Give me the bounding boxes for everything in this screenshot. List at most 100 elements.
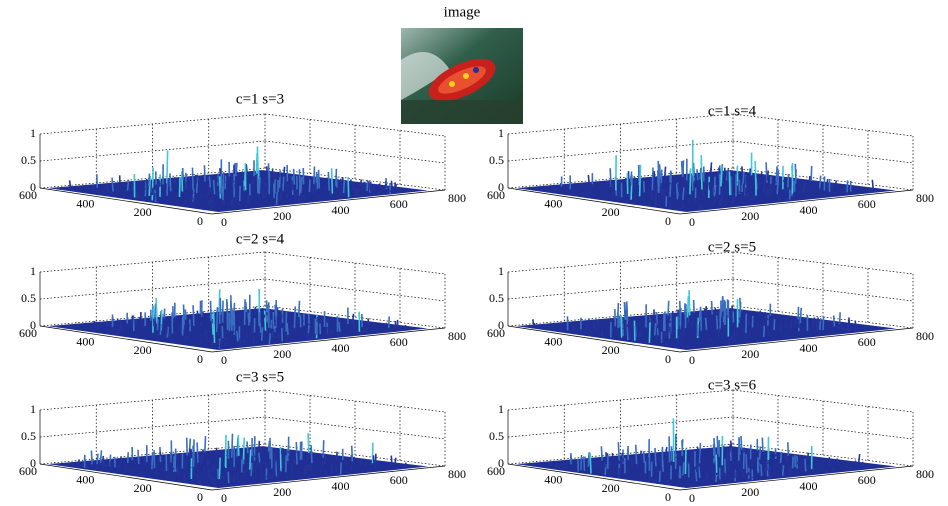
surface-spike: [191, 197, 194, 200]
surface-spike: [710, 300, 714, 315]
surface-plot: 0 0.5 1 600 400 200 0 0 200 400 600 800: [19, 389, 466, 505]
surface-spike: [237, 195, 240, 198]
surface-spike: [219, 179, 223, 194]
surface-spike: [620, 458, 623, 463]
surface-spike: [275, 191, 279, 205]
surface-spike: [871, 179, 875, 190]
surface-spike: [317, 169, 321, 189]
surface-plot: 0 0.5 1 600 400 200 0 0 200 400 600 800: [487, 251, 934, 367]
surface-spike: [335, 175, 338, 188]
surface-spike: [648, 322, 651, 343]
surface-spike: [176, 467, 179, 475]
surface-spike: [587, 452, 590, 467]
surface-spike: [750, 191, 753, 194]
panel-title: c=1 s=4: [708, 103, 757, 119]
surface-spike: [753, 192, 756, 199]
surface-base: [515, 170, 896, 213]
surface-spike: [275, 171, 278, 175]
x-tick-label: 800: [916, 329, 934, 343]
surface-spike: [172, 467, 175, 470]
surface-spike: [734, 342, 737, 345]
surface-spike: [269, 177, 272, 180]
surface-spike: [789, 466, 792, 475]
surface-spike: [208, 176, 212, 188]
x-tick-label: 800: [448, 467, 466, 481]
surface-spike: [110, 191, 113, 194]
surface-spike: [587, 174, 590, 185]
surface-spike: [696, 169, 699, 181]
surface-spike: [243, 344, 246, 347]
y-tick-label: 400: [544, 196, 562, 210]
surface-spike: [624, 325, 628, 329]
surface-spike: [367, 181, 370, 188]
surface-spike: [134, 474, 136, 477]
surface-spike: [230, 303, 233, 327]
surface-spike: [719, 476, 722, 484]
z-tick-label: 0.5: [489, 291, 504, 305]
surface-spike: [68, 180, 72, 188]
surface-spike: [790, 320, 793, 329]
axis-line: [732, 305, 914, 329]
surface-spike: [246, 172, 249, 176]
surface-spike: [218, 452, 221, 456]
surface-spike: [259, 170, 262, 178]
surface-spike: [218, 457, 221, 480]
surface-spike: [299, 176, 303, 193]
surface-spike: [226, 454, 229, 457]
surface-spike: [677, 183, 680, 192]
surface-spike: [139, 470, 142, 477]
surface-spike: [826, 179, 829, 189]
surface-spike: [310, 445, 313, 464]
surface-plot: 0 0.5 1 600 400 200 0 0 200 400 600 800: [19, 251, 466, 367]
surface-spike: [621, 452, 624, 457]
surface-spike: [677, 174, 680, 177]
surface-spike: [182, 202, 185, 206]
surface-spike: [251, 480, 253, 482]
surface-spike: [272, 328, 275, 338]
surface-spike: [786, 470, 789, 474]
surface-spike: [699, 167, 702, 180]
surface-spike: [627, 328, 630, 334]
surface-spike: [309, 464, 312, 472]
surface-spike: [682, 314, 685, 316]
surface-spike: [331, 325, 334, 328]
x-tick-label: 600: [858, 473, 876, 487]
surface-spike: [784, 334, 787, 337]
z-tick-label: 0: [498, 318, 504, 332]
surface-spike: [676, 467, 679, 469]
surface-spike: [787, 173, 790, 190]
surface-spike: [692, 162, 696, 181]
surface-spike: [771, 200, 774, 203]
surface-spike: [236, 473, 239, 479]
surface-plot: 0 0.5 1 600 400 200 0 0 200 400 600 800: [487, 113, 934, 229]
surface-spike: [696, 462, 700, 472]
surface-spike: [192, 305, 195, 326]
surface-spike: [714, 180, 717, 183]
surface-spike: [696, 446, 700, 451]
surface-spike: [665, 315, 668, 320]
x-tick-label: 200: [273, 209, 291, 223]
axis-line: [732, 389, 914, 413]
surface-spike: [678, 300, 682, 325]
surface-spike: [692, 299, 695, 313]
surface-spike: [351, 313, 355, 324]
surface-spike: [278, 173, 282, 178]
surface-spike: [262, 179, 265, 182]
surface-spike: [713, 442, 716, 458]
surface-spike: [108, 184, 111, 187]
surface-spike: [616, 181, 620, 187]
surface-spike: [338, 321, 341, 333]
surface-spike: [199, 455, 203, 464]
surface-spike: [303, 466, 307, 476]
surface-spike: [165, 327, 168, 335]
y-tick-label: 200: [134, 205, 152, 219]
surface-spike: [828, 457, 831, 467]
axis-line: [507, 416, 734, 438]
surface-spike: [793, 325, 796, 328]
surface-spike: [186, 203, 189, 206]
surface-spike: [776, 180, 779, 195]
surface-spike: [621, 318, 625, 336]
surface-spike: [857, 453, 861, 464]
surface-spike: [96, 188, 99, 192]
x-tick-label: 800: [916, 191, 934, 205]
